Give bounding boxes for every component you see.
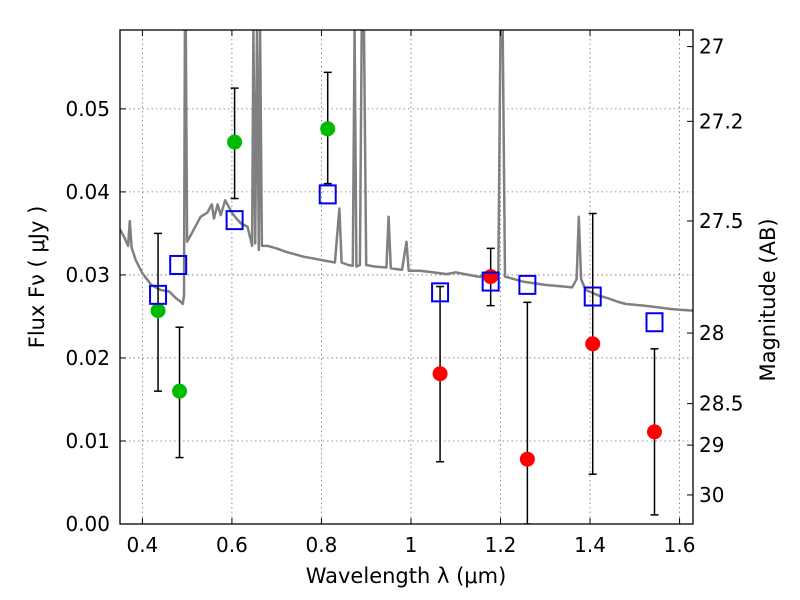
plot-frame (119, 29, 694, 525)
detection-point (172, 383, 188, 399)
model-point-square (431, 282, 450, 303)
detection-point (150, 303, 166, 319)
upper-limit-point (585, 336, 601, 352)
y-tick-label: 0.02 (65, 346, 110, 370)
right-tick-label: 28.5 (699, 392, 744, 416)
right-tick-label: 27.2 (699, 109, 744, 133)
right-tick-label: 30 (699, 483, 724, 507)
spectrum-layer (120, 30, 693, 312)
x-tick-label: 1.2 (485, 533, 517, 557)
x-tick-label: 1.6 (664, 533, 696, 557)
right-tick-label: 29 (699, 433, 724, 457)
model-point-square (481, 271, 500, 292)
upper-limit-point (432, 366, 448, 382)
model-point-square (149, 284, 168, 305)
x-tick-label: 0.4 (126, 533, 158, 557)
y-axis-label: Flux Fν ( μJy ) (25, 206, 49, 349)
tick-layer: 0.4 0.6 0.8 1 1.2 1.4 1.6 0.00 0.01 0.02 0.03 0.04 0… (65, 30, 744, 557)
x-axis-label: Wavelength λ (μm) (306, 564, 507, 588)
marker-layer (149, 121, 664, 467)
x-tick-label: 1.4 (574, 533, 606, 557)
model-point-square (225, 210, 244, 231)
upper-limit-point (483, 269, 499, 285)
upper-limit-point (647, 424, 663, 440)
spectrum-line (120, 30, 693, 312)
y-tick-label: 0.01 (65, 429, 110, 453)
right-tick-label: 27 (699, 35, 724, 59)
x-tick-label: 1 (405, 533, 418, 557)
x-tick-label: 0.8 (306, 533, 338, 557)
y-tick-label: 0.05 (65, 97, 110, 121)
model-point-square (645, 312, 664, 333)
x-tick-label: 0.6 (216, 533, 248, 557)
model-point-square (518, 274, 537, 295)
upper-limit-point (519, 451, 535, 467)
right-tick-label: 28 (699, 321, 724, 345)
right-tick-label: 27.5 (699, 209, 744, 233)
y-tick-label: 0.03 (65, 263, 110, 287)
model-point-square (169, 254, 188, 275)
right-axis-label: Magnitude (AB) (756, 218, 780, 381)
detection-point (227, 134, 243, 150)
y-tick-label: 0.04 (65, 180, 110, 204)
y-tick-label: 0.00 (65, 512, 110, 536)
model-point-square (583, 286, 602, 307)
model-point-square (318, 184, 337, 205)
detection-point (320, 121, 336, 137)
